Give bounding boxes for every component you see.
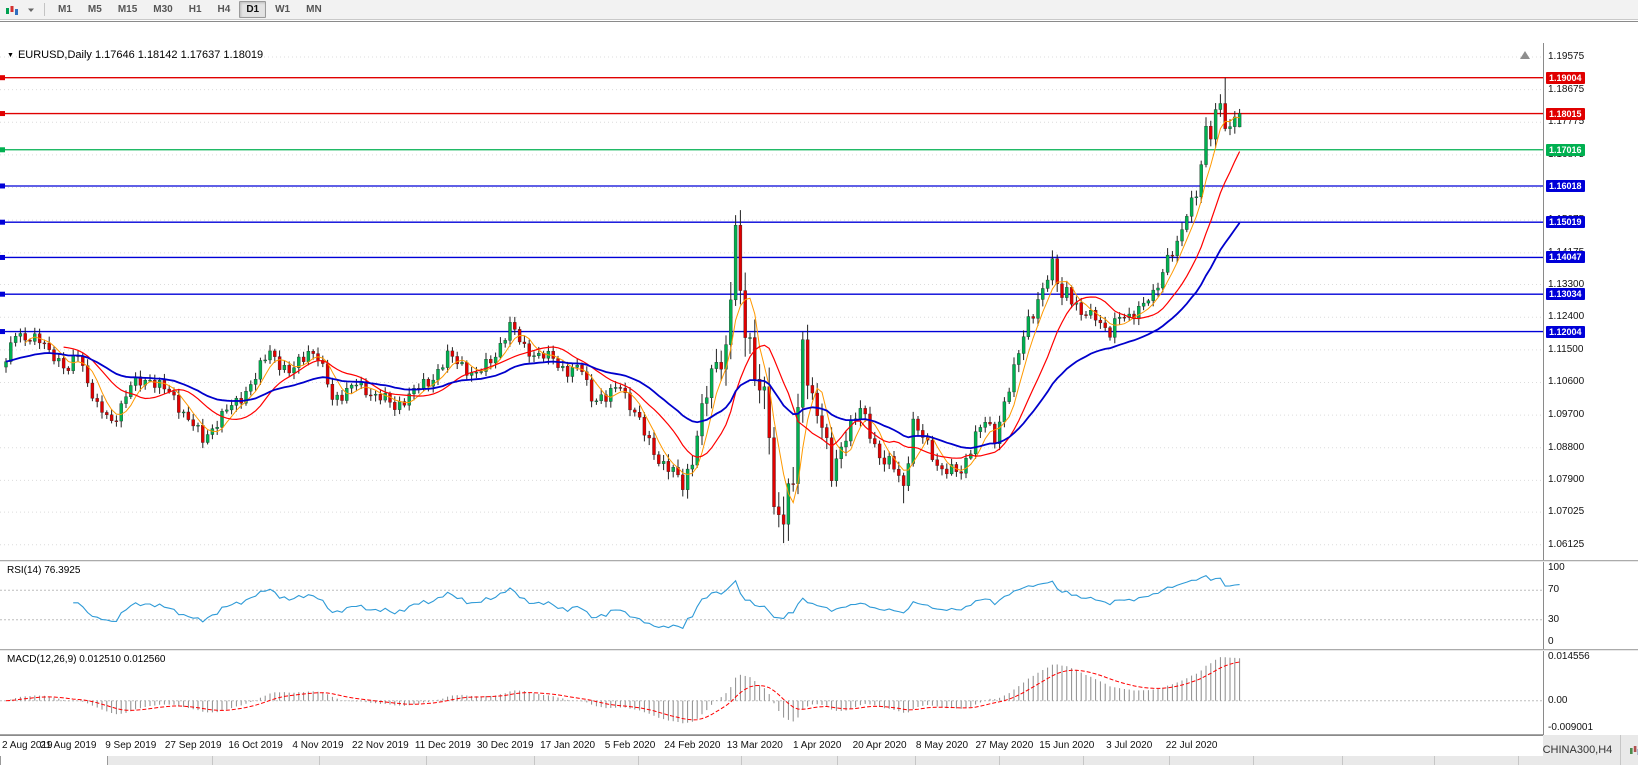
rsi-line <box>73 574 1240 630</box>
rsi-tick-label: 100 <box>1548 562 1565 573</box>
price-tick-label: 1.13300 <box>1548 278 1585 290</box>
tab-label: CHINA300,H4 <box>1542 744 1613 756</box>
price-chart-canvas[interactable] <box>0 43 1543 560</box>
hline-1.14047[interactable] <box>0 254 1543 260</box>
price-line-badge: 1.12004 <box>1546 325 1585 338</box>
date-label: 22 Jul 2020 <box>1165 740 1218 751</box>
chart-ohlc-header: ▼ EURUSD,Daily 1.17646 1.18142 1.17637 1… <box>7 49 263 61</box>
scroll-marker-icon[interactable] <box>1520 51 1530 59</box>
chart-icon-glyph <box>6 5 18 15</box>
rsi-tick-label: 0 <box>1548 636 1554 647</box>
ma-mid-line <box>63 151 1241 459</box>
price-tick-label: 1.08800 <box>1548 441 1585 453</box>
timeframe-button-mn[interactable]: MN <box>306 4 322 15</box>
hline-1.19004[interactable] <box>0 75 1543 81</box>
price-tick-label: 1.10600 <box>1548 376 1585 388</box>
price-tick-label: 1.18675 <box>1548 83 1585 95</box>
date-label: 4 Nov 2019 <box>292 740 344 751</box>
date-label: 13 Mar 2020 <box>726 740 783 751</box>
candles-layer <box>4 77 1242 544</box>
price-line-badge: 1.17016 <box>1546 143 1585 156</box>
macd-signal-line <box>5 661 1240 721</box>
date-label: 3 Jul 2020 <box>1106 740 1153 751</box>
macd-tick-label: 0.014556 <box>1548 651 1590 663</box>
hline-1.15019[interactable] <box>0 219 1543 225</box>
chevron-down-icon[interactable] <box>22 2 40 17</box>
price-line-badge: 1.16018 <box>1546 179 1585 192</box>
price-line-badge: 1.14047 <box>1546 251 1585 264</box>
price-tick-label: 1.07900 <box>1548 474 1585 486</box>
date-label: 27 May 2020 <box>975 740 1034 751</box>
ma-fast-line <box>24 116 1240 505</box>
price-tick-label: 1.11500 <box>1548 343 1584 355</box>
price-line-badge: 1.15019 <box>1546 216 1585 229</box>
hline-1.17016[interactable] <box>0 147 1543 153</box>
rsi-indicator-canvas[interactable] <box>0 562 1543 649</box>
date-label: 21 Aug 2019 <box>40 740 97 751</box>
hline-1.13034[interactable] <box>0 291 1543 297</box>
toolbar-separator <box>44 3 45 16</box>
hline-1.12004[interactable] <box>0 329 1543 335</box>
date-label: 22 Nov 2019 <box>352 740 409 751</box>
date-label: 15 Jun 2020 <box>1039 740 1095 751</box>
chart-icon[interactable] <box>3 2 21 17</box>
ma-slow-line <box>5 222 1241 450</box>
price-axis[interactable]: 1.195751.186751.177751.168751.159751.150… <box>1543 43 1638 735</box>
date-label: 8 May 2020 <box>915 740 969 751</box>
timeframe-button-m1[interactable]: M1 <box>58 4 72 15</box>
macd-indicator-canvas[interactable] <box>0 651 1543 735</box>
time-axis[interactable]: 2 Aug 2019 21 Aug 2019 9 Sep 2019 27 Sep 20… <box>0 735 1543 756</box>
macd-tick-label: -0.009001 <box>1548 721 1594 733</box>
hline-1.16018[interactable] <box>0 183 1543 189</box>
date-label: 9 Sep 2019 <box>105 740 157 751</box>
chart-area: ▼ EURUSD,Daily 1.17646 1.18142 1.17637 1… <box>0 21 1638 756</box>
timeframe-button-m15[interactable]: M15 <box>117 4 138 15</box>
panel-divider[interactable] <box>0 560 1638 562</box>
date-label: 17 Jan 2020 <box>540 740 596 751</box>
chart-tab-usoil-h4[interactable]: USOil,H4 <box>1621 735 1638 765</box>
date-label: 27 Sep 2019 <box>164 740 222 751</box>
panel-divider[interactable] <box>0 649 1638 651</box>
date-label: 11 Dec 2019 <box>414 740 471 751</box>
date-label: 24 Feb 2020 <box>664 740 721 751</box>
price-tick-label: 1.09700 <box>1548 409 1585 421</box>
rsi-header: RSI(14) 76.3925 <box>7 565 81 576</box>
rsi-tick-label: 70 <box>1548 584 1560 596</box>
price-line-badge: 1.18015 <box>1546 107 1585 120</box>
timeframe-button-h1[interactable]: H1 <box>188 4 202 15</box>
macd-tick-label: 0.00 <box>1548 694 1568 706</box>
chevron-down-glyph <box>28 8 34 12</box>
collapse-arrow-icon[interactable]: ▼ <box>7 51 14 59</box>
macd-header: MACD(12,26,9) 0.012510 0.012560 <box>7 654 166 665</box>
timeframe-button-h4[interactable]: H4 <box>217 4 231 15</box>
chart-tab-icon <box>1630 745 1638 755</box>
ohlc-text: EURUSD,Daily 1.17646 1.18142 1.17637 1.1… <box>17 49 264 61</box>
price-tick-label: 1.17775 <box>1548 116 1585 128</box>
timeframe-button-m30[interactable]: M30 <box>153 4 173 15</box>
timeframe-button-m5[interactable]: M5 <box>87 4 102 15</box>
price-tick-label: 1.12400 <box>1548 311 1585 323</box>
price-line-badge: 1.19004 <box>1546 71 1585 84</box>
date-label: 1 Apr 2020 <box>793 740 842 751</box>
date-label: 5 Feb 2020 <box>604 740 656 751</box>
date-label: 2 Aug 2019 <box>2 740 53 751</box>
timeframe-toolbar: M1 M5 M15 M30 H1 H4 D1 W1 MN <box>0 0 1638 20</box>
price-tick-label: 1.19575 <box>1548 50 1585 62</box>
date-label: 20 Apr 2020 <box>852 740 907 751</box>
price-tick-label: 1.06125 <box>1548 538 1585 550</box>
hline-1.18015[interactable] <box>0 111 1543 117</box>
macd-histogram <box>10 657 1241 724</box>
price-tick-label: 1.07025 <box>1548 506 1585 518</box>
timeframe-button-d1[interactable]: D1 <box>239 1 267 18</box>
timeframe-button-w1[interactable]: W1 <box>275 4 291 15</box>
rsi-tick-label: 30 <box>1548 613 1560 625</box>
date-label: 16 Oct 2019 <box>228 740 283 751</box>
date-label: 30 Dec 2019 <box>476 740 534 751</box>
price-line-badge: 1.13034 <box>1546 288 1585 301</box>
